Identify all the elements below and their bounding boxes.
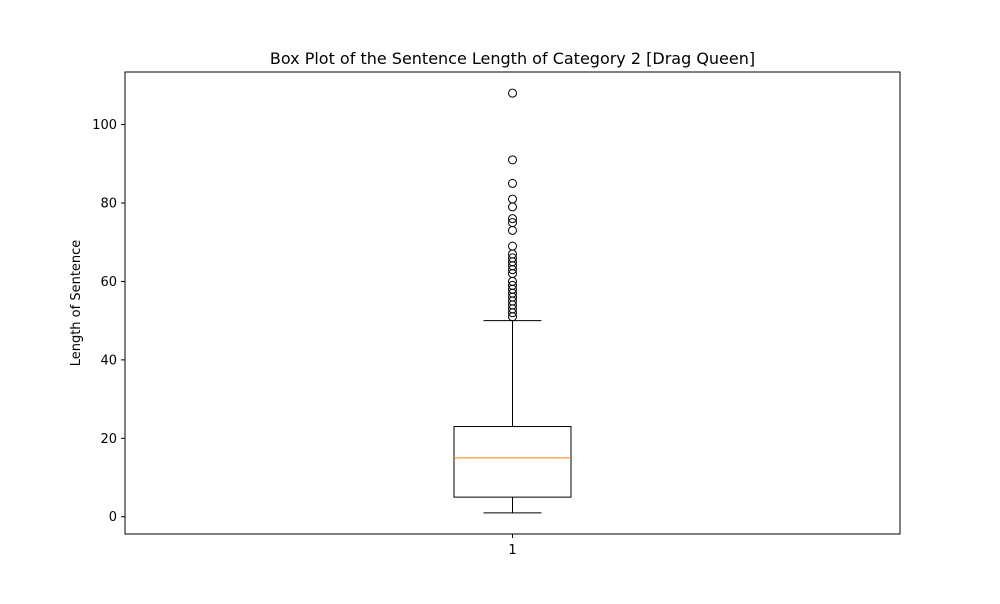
- box-iqr: [453, 426, 572, 498]
- chart-title: Box Plot of the Sentence Length of Categ…: [270, 49, 755, 68]
- y-tick-label: 80: [100, 196, 117, 211]
- y-tick-label: 40: [100, 353, 117, 368]
- x-tick-label: 1: [508, 543, 516, 558]
- outlier-point: [508, 214, 517, 224]
- plot-area: [453, 88, 572, 514]
- y-tick-label: 0: [109, 510, 117, 525]
- outlier-point: [508, 178, 517, 188]
- outlier-point: [508, 218, 517, 228]
- y-tick-label: 60: [100, 275, 117, 290]
- outlier-point: [508, 155, 517, 165]
- y-tick-label: 20: [100, 432, 117, 447]
- outlier-point: [508, 241, 517, 251]
- axes: 0 20 40 60 80 100 1: [92, 118, 516, 558]
- outlier-point: [508, 280, 517, 290]
- y-tick-label: 100: [92, 118, 117, 133]
- plot-frame: [124, 71, 901, 535]
- y-axis-label: Length of Sentence: [69, 240, 84, 367]
- outlier-point: [508, 253, 517, 263]
- outlier-point: [508, 88, 517, 98]
- outlier-point: [508, 194, 517, 204]
